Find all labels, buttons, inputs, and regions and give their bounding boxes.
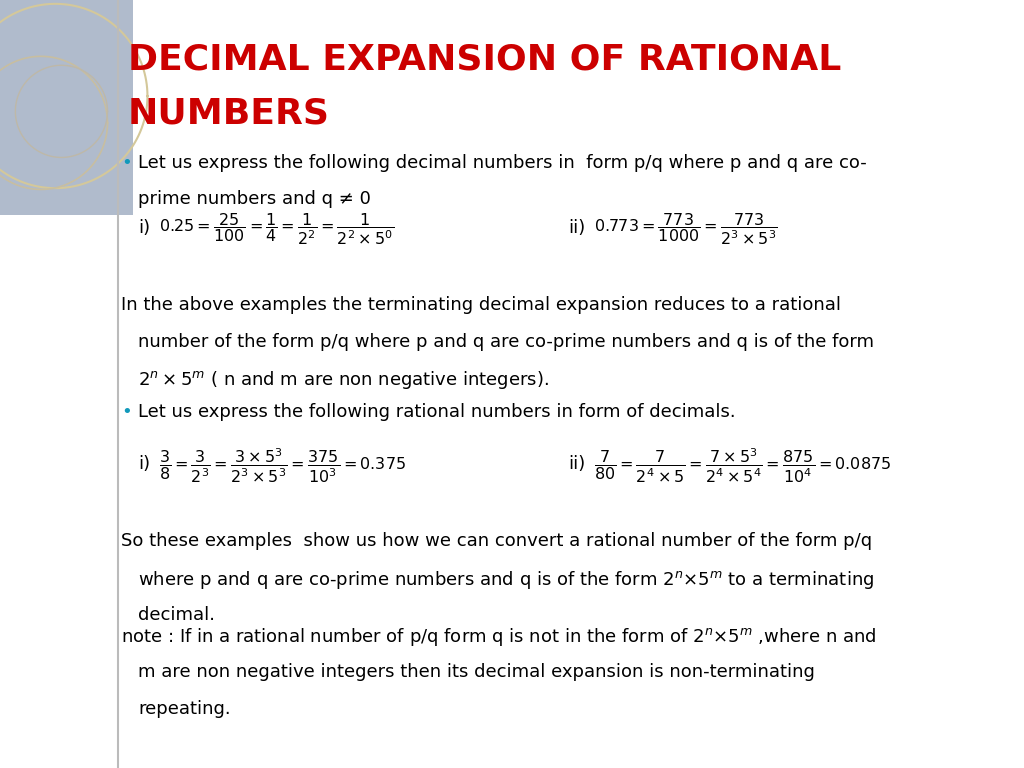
- Text: $2^n \times 5^m$ ( n and m are non negative integers).: $2^n \times 5^m$ ( n and m are non negat…: [138, 369, 549, 392]
- Text: •: •: [121, 403, 131, 421]
- Text: i): i): [138, 455, 151, 472]
- Bar: [0, 0, 133, 215]
- Text: Let us express the following decimal numbers in  form p/q where p and q are co-: Let us express the following decimal num…: [138, 154, 867, 171]
- Text: So these examples  show us how we can convert a rational number of the form p/q: So these examples show us how we can con…: [121, 532, 872, 550]
- Text: DECIMAL EXPANSION OF RATIONAL: DECIMAL EXPANSION OF RATIONAL: [128, 42, 842, 76]
- Text: number of the form p/q where p and q are co-prime numbers and q is of the form: number of the form p/q where p and q are…: [138, 333, 874, 350]
- Text: •: •: [121, 154, 131, 171]
- Text: ii): ii): [568, 455, 586, 472]
- Text: $\dfrac{3}{8} = \dfrac{3}{2^3} = \dfrac{3 \times 5^3}{2^3 \times 5^3} = \dfrac{3: $\dfrac{3}{8} = \dfrac{3}{2^3} = \dfrac{…: [159, 447, 406, 485]
- Text: decimal.: decimal.: [138, 606, 215, 624]
- Text: $\dfrac{7}{80} = \dfrac{7}{2^4 \times 5} = \dfrac{7 \times 5^3}{2^4 \times 5^4} : $\dfrac{7}{80} = \dfrac{7}{2^4 \times 5}…: [594, 447, 891, 485]
- Text: ii): ii): [568, 219, 586, 237]
- Text: NUMBERS: NUMBERS: [128, 96, 330, 130]
- Text: where p and q are co-prime numbers and q is of the form $2^n$$\times$$5^m$ to a : where p and q are co-prime numbers and q…: [138, 569, 874, 591]
- Text: $0.25 = \dfrac{25}{100} = \dfrac{1}{4} = \dfrac{1}{2^2} = \dfrac{1}{2^2 \times 5: $0.25 = \dfrac{25}{100} = \dfrac{1}{4} =…: [159, 211, 394, 247]
- Text: In the above examples the terminating decimal expansion reduces to a rational: In the above examples the terminating de…: [121, 296, 841, 313]
- Text: $0.773 = \dfrac{773}{1000} = \dfrac{773}{2^3 \times 5^3}$: $0.773 = \dfrac{773}{1000} = \dfrac{773}…: [594, 211, 777, 247]
- Text: Let us express the following rational numbers in form of decimals.: Let us express the following rational nu…: [138, 403, 736, 421]
- Text: note : If in a rational number of p/q form q is not in the form of $2^n$$\times$: note : If in a rational number of p/q fo…: [121, 626, 877, 648]
- Text: repeating.: repeating.: [138, 700, 230, 717]
- Bar: [0, 0, 133, 215]
- Text: m are non negative integers then its decimal expansion is non-terminating: m are non negative integers then its dec…: [138, 663, 815, 680]
- Text: prime numbers and q ≠ 0: prime numbers and q ≠ 0: [138, 190, 371, 208]
- Text: i): i): [138, 219, 151, 237]
